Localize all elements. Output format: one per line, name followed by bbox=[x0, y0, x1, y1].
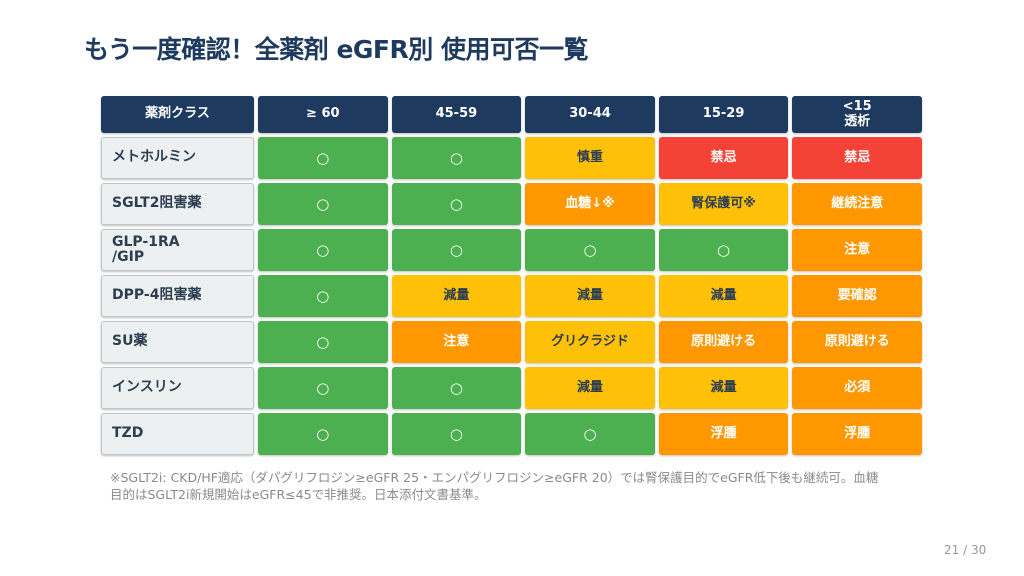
footnote: ※SGLT2i: CKD/HF適応（ダパグリフロジン≥eGFR 25・エンパグリ… bbox=[110, 470, 879, 502]
row-label: インスリン bbox=[101, 367, 254, 409]
table-cell: ○ bbox=[258, 367, 388, 409]
column-header: 薬剤クラス bbox=[101, 96, 254, 133]
table-cell: ○ bbox=[258, 229, 388, 271]
table-cell: 減量 bbox=[525, 275, 655, 317]
table-cell: 禁忌 bbox=[658, 137, 789, 179]
row-label: GLP-1RA /GIP bbox=[101, 229, 254, 271]
row-label: メトホルミン bbox=[101, 137, 254, 179]
column-header: 45-59 bbox=[391, 96, 522, 133]
column-header: ≥ 60 bbox=[258, 96, 388, 133]
table-cell: 減量 bbox=[658, 367, 789, 409]
table-cell: ○ bbox=[391, 413, 522, 455]
table-cell: 減量 bbox=[658, 275, 789, 317]
row-label: TZD bbox=[101, 413, 254, 455]
table-cell: ○ bbox=[258, 321, 388, 363]
column-header: <15 透析 bbox=[792, 96, 922, 133]
table-cell: 要確認 bbox=[792, 275, 922, 317]
table-cell: 減量 bbox=[391, 275, 522, 317]
table-cell: ○ bbox=[258, 137, 388, 179]
table-cell: ○ bbox=[391, 229, 522, 271]
table-cell: ○ bbox=[391, 137, 522, 179]
table-cell: ○ bbox=[525, 413, 655, 455]
row-label: SGLT2阻害薬 bbox=[101, 183, 254, 225]
table-cell: 腎保護可※ bbox=[658, 183, 789, 225]
table-cell: 血糖↓※ bbox=[525, 183, 655, 225]
page-title: もう一度確認！全薬剤 eGFR別 使用可否一覧 bbox=[84, 35, 588, 64]
table-cell: 禁忌 bbox=[792, 137, 922, 179]
table-cell: 必須 bbox=[792, 367, 922, 409]
table-cell: 注意 bbox=[792, 229, 922, 271]
table-cell: ○ bbox=[258, 413, 388, 455]
column-header: 30-44 bbox=[525, 96, 655, 133]
table-cell: グリクラジド bbox=[525, 321, 655, 363]
table-cell: 原則避ける bbox=[658, 321, 789, 363]
row-label: DPP-4阻害薬 bbox=[101, 275, 254, 317]
table-cell: 継続注意 bbox=[792, 183, 922, 225]
table-cell: 浮腫 bbox=[658, 413, 789, 455]
table-cell: 原則避ける bbox=[792, 321, 922, 363]
table-cell: 注意 bbox=[391, 321, 522, 363]
table-cell: ○ bbox=[658, 229, 789, 271]
row-label: SU薬 bbox=[101, 321, 254, 363]
table-cell: ○ bbox=[391, 367, 522, 409]
table-cell: ○ bbox=[258, 183, 388, 225]
table-cell: 慎重 bbox=[525, 137, 655, 179]
table-cell: 浮腫 bbox=[792, 413, 922, 455]
page-number: 21 / 30 bbox=[944, 543, 987, 557]
table-cell: ○ bbox=[391, 183, 522, 225]
table-cell: ○ bbox=[525, 229, 655, 271]
column-header: 15-29 bbox=[658, 96, 789, 133]
table-cell: ○ bbox=[258, 275, 388, 317]
table-cell: 減量 bbox=[525, 367, 655, 409]
egfr-table: 薬剤クラス ≥ 60 45-59 30-44 15-29 <15 透析 メトホルミン ○ ○ 慎重… bbox=[101, 96, 922, 455]
